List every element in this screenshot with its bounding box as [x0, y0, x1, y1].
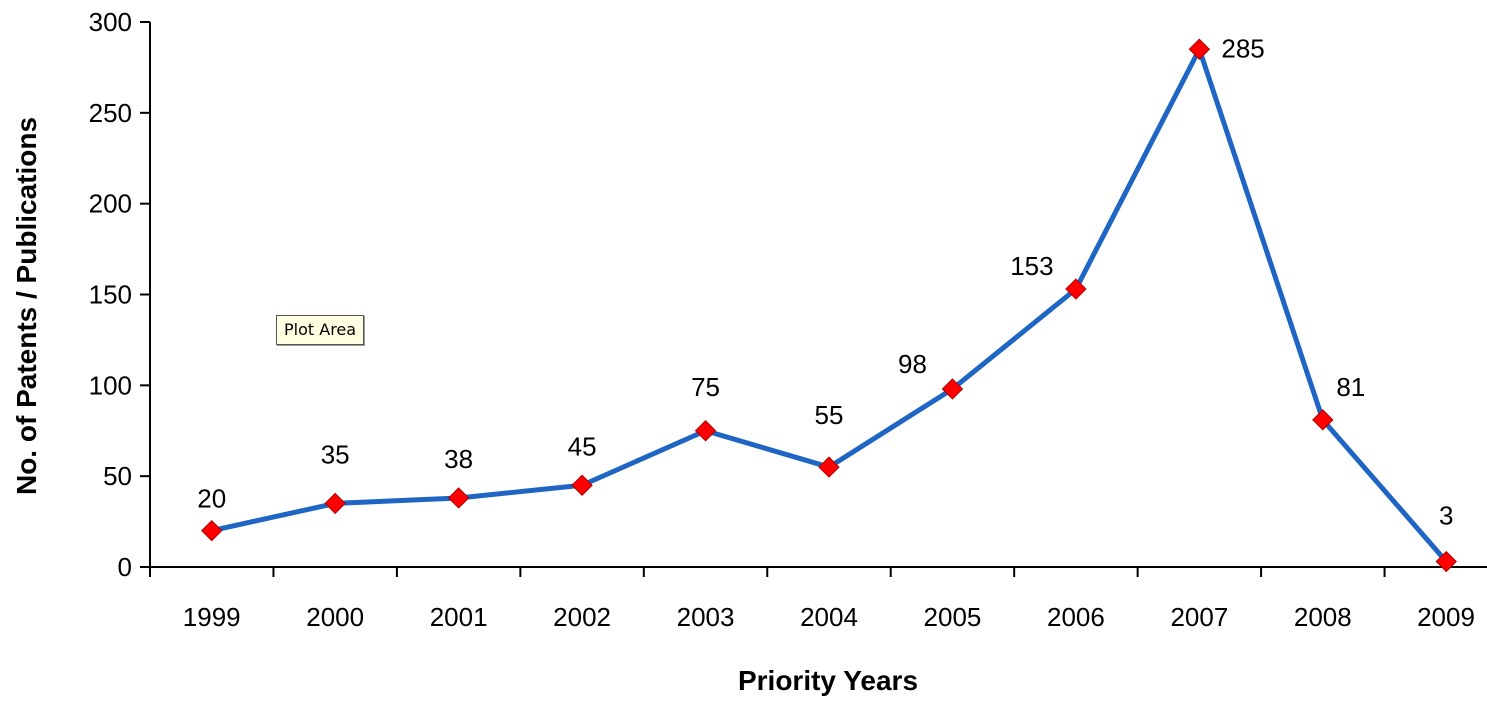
- data-point-marker: [1188, 38, 1211, 60]
- x-tick-label: 1999: [183, 602, 241, 632]
- series-line-group: [211, 46, 1449, 564]
- data-label: 45: [568, 431, 597, 461]
- markers: [201, 38, 1457, 573]
- series-line: [211, 46, 1449, 564]
- data-label: 153: [1010, 251, 1053, 281]
- y-tick-label: 150: [89, 280, 132, 310]
- data-label: 81: [1336, 372, 1365, 402]
- x-tick-label: 2001: [430, 602, 488, 632]
- plot-area-tooltip: Plot Area: [276, 315, 365, 345]
- x-tick-label: 2008: [1294, 602, 1352, 632]
- data-point-marker: [694, 420, 717, 442]
- x-ticks: 1999 2000 2001 2002 2003 2004 2005 2006 2007 2008…: [149, 567, 1475, 632]
- x-tick-label: 2000: [306, 602, 364, 632]
- x-tick-label: 2005: [924, 602, 982, 632]
- x-tick-label: 2006: [1047, 602, 1105, 632]
- data-label: 285: [1221, 33, 1264, 63]
- data-label: 55: [815, 400, 844, 430]
- data-point-marker: [447, 487, 470, 509]
- data-label: 3: [1439, 501, 1453, 531]
- data-point-marker: [324, 492, 346, 515]
- data-labels: 20 35 38 45 75 55 98 153 285 81 3: [197, 33, 1453, 530]
- data-label: 20: [197, 484, 226, 514]
- data-point-marker: [201, 519, 223, 542]
- data-label: 38: [444, 444, 473, 474]
- data-label: 75: [691, 372, 720, 402]
- data-point-marker: [941, 378, 964, 400]
- y-axis-title: No. of Patents / Publications: [11, 117, 42, 495]
- data-label: 98: [898, 349, 927, 379]
- x-tick-label: 2009: [1417, 602, 1475, 632]
- y-tick-label: 200: [89, 189, 132, 219]
- data-point-marker: [1435, 550, 1457, 573]
- axes: [149, 22, 1487, 568]
- data-point-marker: [571, 474, 593, 496]
- data-point-marker: [1065, 278, 1087, 300]
- y-tick-label: 50: [103, 461, 132, 491]
- y-tick-label: 0: [118, 552, 132, 582]
- y-ticks: 0 50 100 150 200 250 300: [89, 7, 150, 582]
- y-tick-label: 300: [89, 7, 132, 37]
- x-axis-title: Priority Years: [738, 665, 918, 696]
- y-tick-label: 100: [89, 370, 132, 400]
- y-tick-label: 250: [89, 98, 132, 128]
- x-tick-label: 2007: [1170, 602, 1228, 632]
- x-tick-label: 2002: [553, 602, 611, 632]
- x-tick-label: 2004: [800, 602, 858, 632]
- x-tick-label: 2003: [677, 602, 735, 632]
- data-label: 35: [321, 439, 350, 469]
- data-point-marker: [818, 456, 840, 478]
- data-point-marker: [1312, 409, 1334, 431]
